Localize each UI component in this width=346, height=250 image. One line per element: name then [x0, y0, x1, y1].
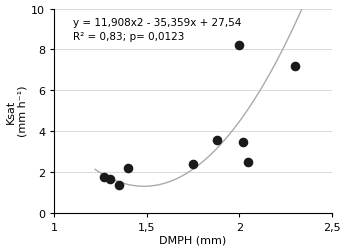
Point: [246, 160, 251, 164]
Y-axis label: Ksat
(mm h⁻¹): Ksat (mm h⁻¹): [6, 86, 27, 137]
Point: [126, 166, 131, 170]
Text: R² = 0,83; p= 0,0123: R² = 0,83; p= 0,0123: [73, 32, 184, 42]
Text: y = 11,908x2 - 35,359x + 27,54: y = 11,908x2 - 35,359x + 27,54: [73, 18, 241, 28]
Point: [116, 183, 122, 187]
Point: [190, 162, 196, 166]
X-axis label: DMPH (mm): DMPH (mm): [160, 234, 227, 244]
Point: [240, 141, 246, 145]
Point: [101, 175, 107, 179]
Point: [214, 139, 220, 143]
Point: [236, 44, 242, 48]
Point: [292, 64, 298, 68]
Point: [107, 177, 112, 181]
